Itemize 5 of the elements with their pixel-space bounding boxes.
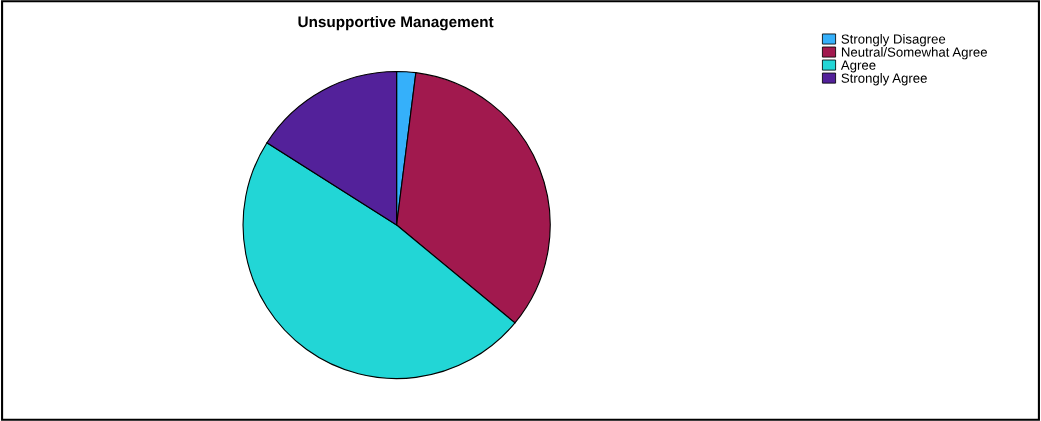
chart-title: Unsupportive Management: [298, 16, 494, 31]
legend-label: Strongly Agree: [841, 73, 927, 86]
legend-label: Agree: [840, 60, 876, 73]
legend-label: Strongly Disagree: [841, 34, 946, 47]
legend-label: Neutral/Somewhat Agree: [841, 47, 987, 60]
